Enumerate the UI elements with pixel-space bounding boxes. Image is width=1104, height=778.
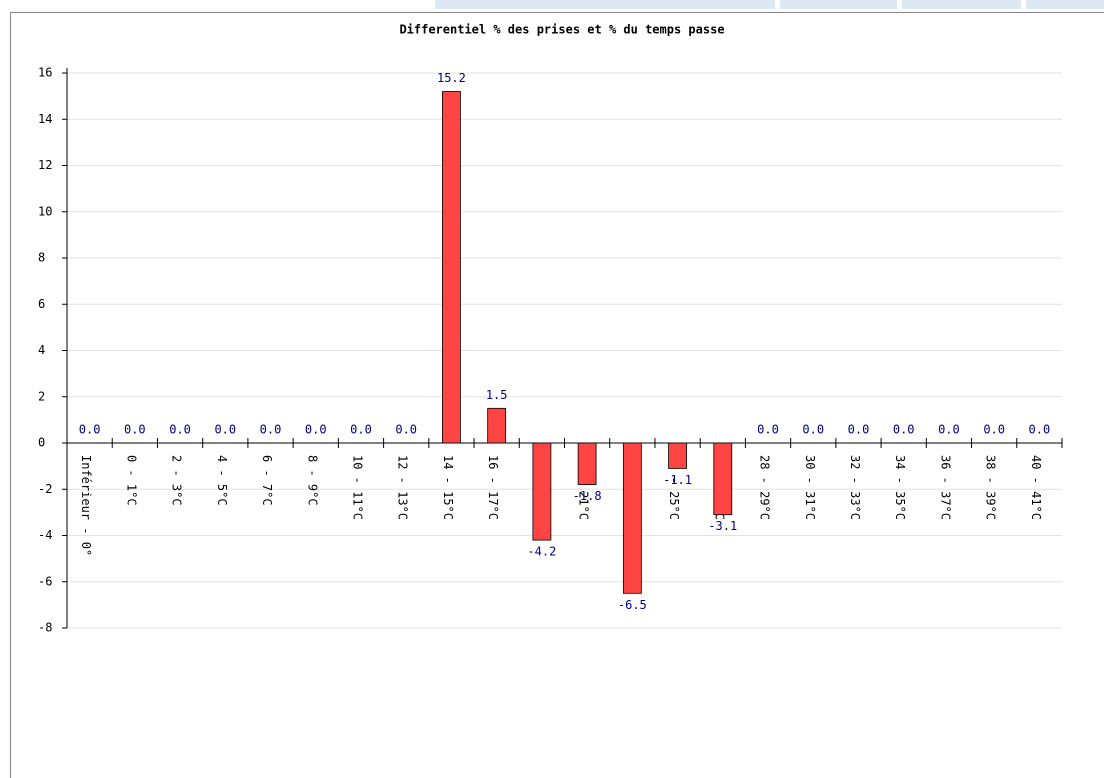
y-tick-label: 8: [38, 251, 45, 265]
value-label: -3.1: [708, 519, 737, 533]
y-tick-label: -8: [38, 621, 52, 635]
y-tick-label: 4: [38, 343, 45, 357]
x-tick-label: 24 - 25°C: [667, 455, 681, 520]
x-tick-label: 34 - 35°C: [893, 455, 907, 520]
value-label: 0.0: [802, 423, 824, 437]
y-tick-label: 0: [38, 436, 45, 450]
value-label: 0.0: [260, 423, 282, 437]
y-tick-label: 10: [38, 204, 52, 218]
y-tick-label: 16: [38, 66, 52, 80]
value-label: 15.2: [437, 71, 466, 85]
value-label: 0.0: [350, 423, 372, 437]
value-label: 0.0: [124, 423, 146, 437]
value-label: 0.0: [79, 423, 101, 437]
bar: [577, 442, 597, 486]
y-tick-label: -2: [38, 482, 52, 496]
value-label: 0.0: [893, 423, 915, 437]
x-tick-label: 14 - 15°C: [441, 455, 455, 520]
value-label: 0.0: [214, 423, 236, 437]
value-label: 0.0: [395, 423, 417, 437]
x-tick-label: Inférieur - 0°: [79, 455, 93, 556]
bar: [622, 442, 642, 594]
value-label: 0.0: [983, 423, 1005, 437]
y-tick-label: -6: [38, 574, 52, 588]
bar: [487, 407, 507, 444]
value-label: -1.1: [663, 473, 692, 487]
y-tick-label: 6: [38, 297, 45, 311]
tab: [435, 0, 775, 9]
y-tick-label: 2: [38, 389, 45, 403]
tab: [780, 0, 897, 9]
bar: [668, 442, 687, 469]
x-tick-label: 30 - 31°C: [803, 455, 817, 520]
panel: [10, 12, 1104, 778]
x-tick-label: 10 - 11°C: [350, 455, 364, 520]
x-tick-label: 32 - 33°C: [848, 455, 862, 520]
value-label: 0.0: [848, 423, 870, 437]
x-tick-label: 16 - 17°C: [486, 455, 500, 520]
x-tick-label: 28 - 29°C: [758, 455, 772, 520]
value-label: -1.8: [573, 489, 602, 503]
x-tick-label: 2 - 3°C: [170, 455, 184, 506]
value-label: -6.5: [618, 598, 647, 612]
value-label: 0.0: [305, 423, 327, 437]
value-label: 0.0: [938, 423, 960, 437]
x-tick-label: 36 - 37°C: [938, 455, 952, 520]
value-label: 0.0: [169, 423, 191, 437]
x-tick-label: 38 - 39°C: [984, 455, 998, 520]
y-tick-label: 14: [38, 112, 52, 126]
value-label: 0.0: [1029, 423, 1051, 437]
tab: [1026, 0, 1104, 9]
x-tick-label: 6 - 7°C: [260, 455, 274, 506]
x-tick-label: 8 - 9°C: [305, 455, 319, 506]
tab: [902, 0, 1021, 9]
value-label: 1.5: [486, 388, 508, 402]
bar: [713, 442, 733, 516]
x-tick-label: 4 - 5°C: [215, 455, 229, 506]
x-tick-label: 0 - 1°C: [124, 455, 138, 506]
x-tick-label: 40 - 41°C: [1029, 455, 1043, 520]
y-tick-label: 12: [38, 158, 52, 172]
chart-title: Differentiel % des prises et % du temps …: [399, 23, 724, 37]
bar: [442, 91, 461, 444]
value-label: -4.2: [527, 545, 556, 559]
value-label: 0.0: [757, 423, 779, 437]
bar: [532, 442, 552, 541]
x-tick-label: 12 - 13°C: [396, 455, 410, 520]
y-tick-label: -4: [38, 528, 52, 542]
